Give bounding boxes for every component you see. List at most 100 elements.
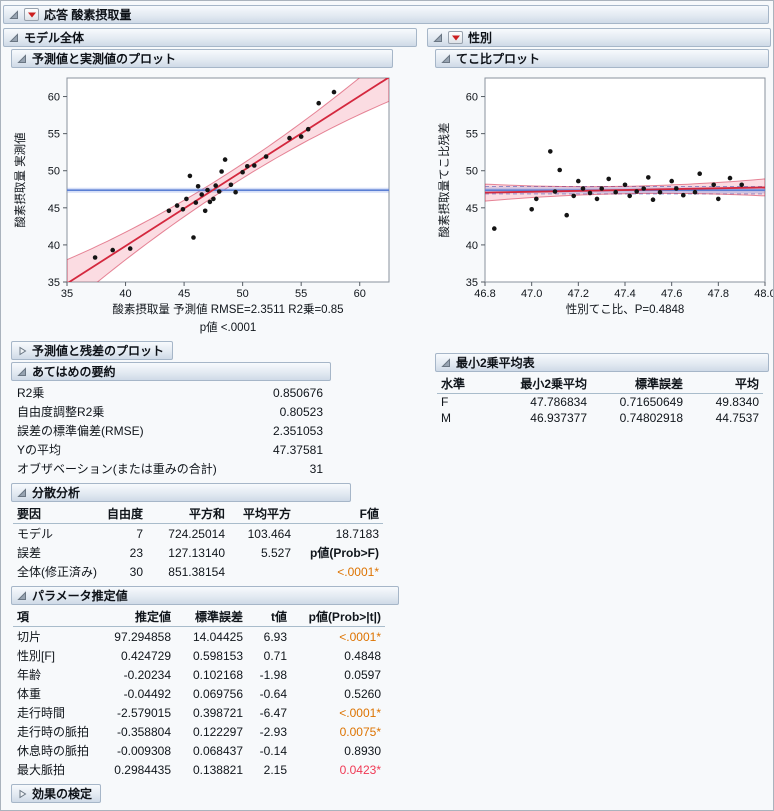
disclosure-open-icon[interactable] (16, 366, 27, 377)
table-row: 休息時の脈拍 -0.009308 0.068437 -0.14 0.8930 (13, 741, 385, 760)
disclosure-open-icon[interactable] (16, 590, 27, 601)
leverage-plot-bar[interactable]: てこ比プロット (435, 49, 769, 68)
red-triangle-menu[interactable] (448, 31, 463, 44)
table-cell: 30 (129, 564, 143, 579)
table-cell (229, 562, 295, 581)
column-header: 項 (13, 607, 99, 627)
table-row: F 47.786834 0.71650649 49.8340 (437, 394, 763, 411)
table-cell: オブザベーション(または重みの合計) (17, 462, 217, 476)
parameter-estimates-bar[interactable]: パラメータ推定値 (11, 586, 399, 605)
svg-text:性別てこ比、P=0.4848: 性別てこ比、P=0.4848 (566, 302, 685, 316)
table-cell: -0.64 (259, 686, 287, 701)
report-title-bar[interactable]: 応答 酸素摂取量 (3, 5, 769, 24)
parameter-estimates-title: パラメータ推定値 (32, 589, 128, 603)
svg-text:40: 40 (48, 240, 60, 252)
actual-by-predicted-plot[interactable]: 35 40 45 50 55 60 35 40 45 50 55 60 酸素摂取量 予測値 RMSE=2… (11, 70, 403, 336)
disclosure-open-icon[interactable] (16, 487, 27, 498)
table-cell: 自由度調整R2乗 (17, 405, 105, 419)
column-header: 自由度 (101, 504, 147, 524)
svg-text:45: 45 (466, 203, 478, 215)
table-cell: 14.04425 (192, 629, 243, 644)
column-header: 平方和 (147, 504, 229, 524)
svg-text:60: 60 (354, 288, 366, 300)
disclosure-open-icon[interactable] (8, 32, 19, 43)
gender-bar[interactable]: 性別 (427, 28, 771, 47)
disclosure-closed-icon[interactable] (16, 788, 27, 799)
table-cell: 23 (129, 545, 143, 560)
svg-text:p値 <.0001: p値 <.0001 (200, 321, 257, 334)
disclosure-open-icon[interactable] (16, 53, 27, 64)
whole-model-bar[interactable]: モデル全体 (3, 28, 417, 47)
table-cell: 0.8930 (344, 743, 381, 758)
table-cell: R2乗 (17, 386, 45, 400)
table-row: M 46.937377 0.74802918 44.7537 (437, 410, 763, 426)
residual-plot-title: 予測値と残差のプロット (32, 344, 165, 358)
table-cell: 最大脈拍 (17, 763, 66, 777)
table-cell: 切片 (17, 630, 42, 644)
lsmeans-title: 最小2乗平均表 (456, 356, 535, 370)
disclosure-closed-icon[interactable] (16, 345, 27, 356)
table-cell: 0.4848 (344, 648, 381, 663)
table-cell: -2.579015 (116, 705, 171, 720)
table-cell: 年齢 (17, 668, 42, 682)
anova-table: 要因 自由度 平方和 平均平方 F値 モデル 7 724.25014 103.464 18.71… (13, 504, 383, 581)
residual-plot-bar[interactable]: 予測値と残差のプロット (11, 341, 174, 360)
disclosure-open-icon[interactable] (8, 9, 19, 20)
anova-bar[interactable]: 分散分析 (11, 483, 351, 502)
whole-model-column: モデル全体 予測値と実測値のプロット 35 40 45 50 55 60 35 40 45 50 5… (3, 26, 423, 805)
table-cell: 44.7537 (715, 411, 759, 425)
table-cell: 0.069756 (192, 686, 243, 701)
column-header: 水準 (437, 374, 489, 394)
effect-tests-bar[interactable]: 効果の検定 (11, 784, 102, 803)
svg-text:55: 55 (48, 129, 60, 141)
svg-text:35: 35 (61, 288, 73, 300)
column-header: 平均平方 (229, 504, 295, 524)
table-cell: 7 (136, 526, 143, 541)
table-cell: -6.47 (259, 705, 287, 720)
table-cell: -0.358804 (116, 724, 171, 739)
table-row: R2乗 0.850676 (13, 383, 327, 402)
svg-text:47.6: 47.6 (661, 288, 682, 300)
svg-text:35: 35 (466, 277, 478, 289)
svg-text:40: 40 (466, 240, 478, 252)
red-triangle-menu[interactable] (24, 8, 39, 21)
table-cell: 休息時の脈拍 (17, 744, 90, 758)
table-row: 走行時の脈拍 -0.358804 0.122297 -2.93 0.0075* (13, 722, 385, 741)
table-cell: 0.122297 (192, 724, 243, 739)
svg-text:46.8: 46.8 (474, 288, 495, 300)
header-row: 項推定値 標準誤差 t値 p値(Prob>|t|) (13, 607, 385, 627)
table-cell: 走行時の脈拍 (17, 725, 90, 739)
whole-model-title: モデル全体 (24, 31, 85, 45)
table-row: 誤差 23 127.13140 5.527 p値(Prob>F) (13, 543, 383, 562)
disclosure-open-icon[interactable] (440, 357, 451, 368)
table-cell: 0.850676 (272, 385, 323, 400)
anova-title: 分散分析 (32, 486, 81, 500)
lsmeans-bar[interactable]: 最小2乗平均表 (435, 353, 769, 372)
summary-of-fit-bar[interactable]: あてはめの要約 (11, 362, 331, 381)
table-cell: -0.20234 (123, 667, 171, 682)
table-cell: 0.102168 (192, 667, 243, 682)
column-header: 推定値 (99, 607, 175, 627)
table-row: 誤差の標準偏差(RMSE) 2.351053 (13, 421, 327, 440)
table-cell: p値(Prob>F) (310, 546, 379, 560)
column-header: t値 (247, 607, 291, 627)
table-cell: 0.138821 (192, 762, 243, 777)
table-row: 年齢 -0.20234 0.102168 -1.98 0.0597 (13, 665, 385, 684)
disclosure-open-icon[interactable] (432, 32, 443, 43)
svg-text:45: 45 (48, 203, 60, 215)
disclosure-open-icon[interactable] (440, 53, 451, 64)
table-cell: 誤差 (17, 546, 42, 560)
column-header: 最小2乗平均 (489, 374, 591, 394)
parameter-estimates-table: 項推定値 標準誤差 t値 p値(Prob>|t|) 切片 97.294858 14.044… (13, 607, 385, 779)
table-cell: モデル (17, 527, 54, 541)
svg-text:50: 50 (48, 166, 60, 178)
table-cell: 47.786834 (530, 395, 587, 409)
lsmeans-table: 水準 最小2乗平均 標準誤差 平均 F 47.786834 0.71650649 49.83… (437, 374, 763, 426)
svg-text:45: 45 (178, 288, 190, 300)
table-cell: -0.04492 (123, 686, 171, 701)
table-cell: 851.38154 (168, 564, 225, 579)
table-cell: 誤差の標準偏差(RMSE) (17, 424, 144, 438)
column-header: 標準誤差 (591, 374, 687, 394)
actual-by-predicted-bar[interactable]: 予測値と実測値のプロット (11, 49, 393, 68)
leverage-plot[interactable]: 46.8 47.0 47.2 47.4 47.6 47.8 48.0 35 40 45 50 55 60… (435, 70, 774, 322)
